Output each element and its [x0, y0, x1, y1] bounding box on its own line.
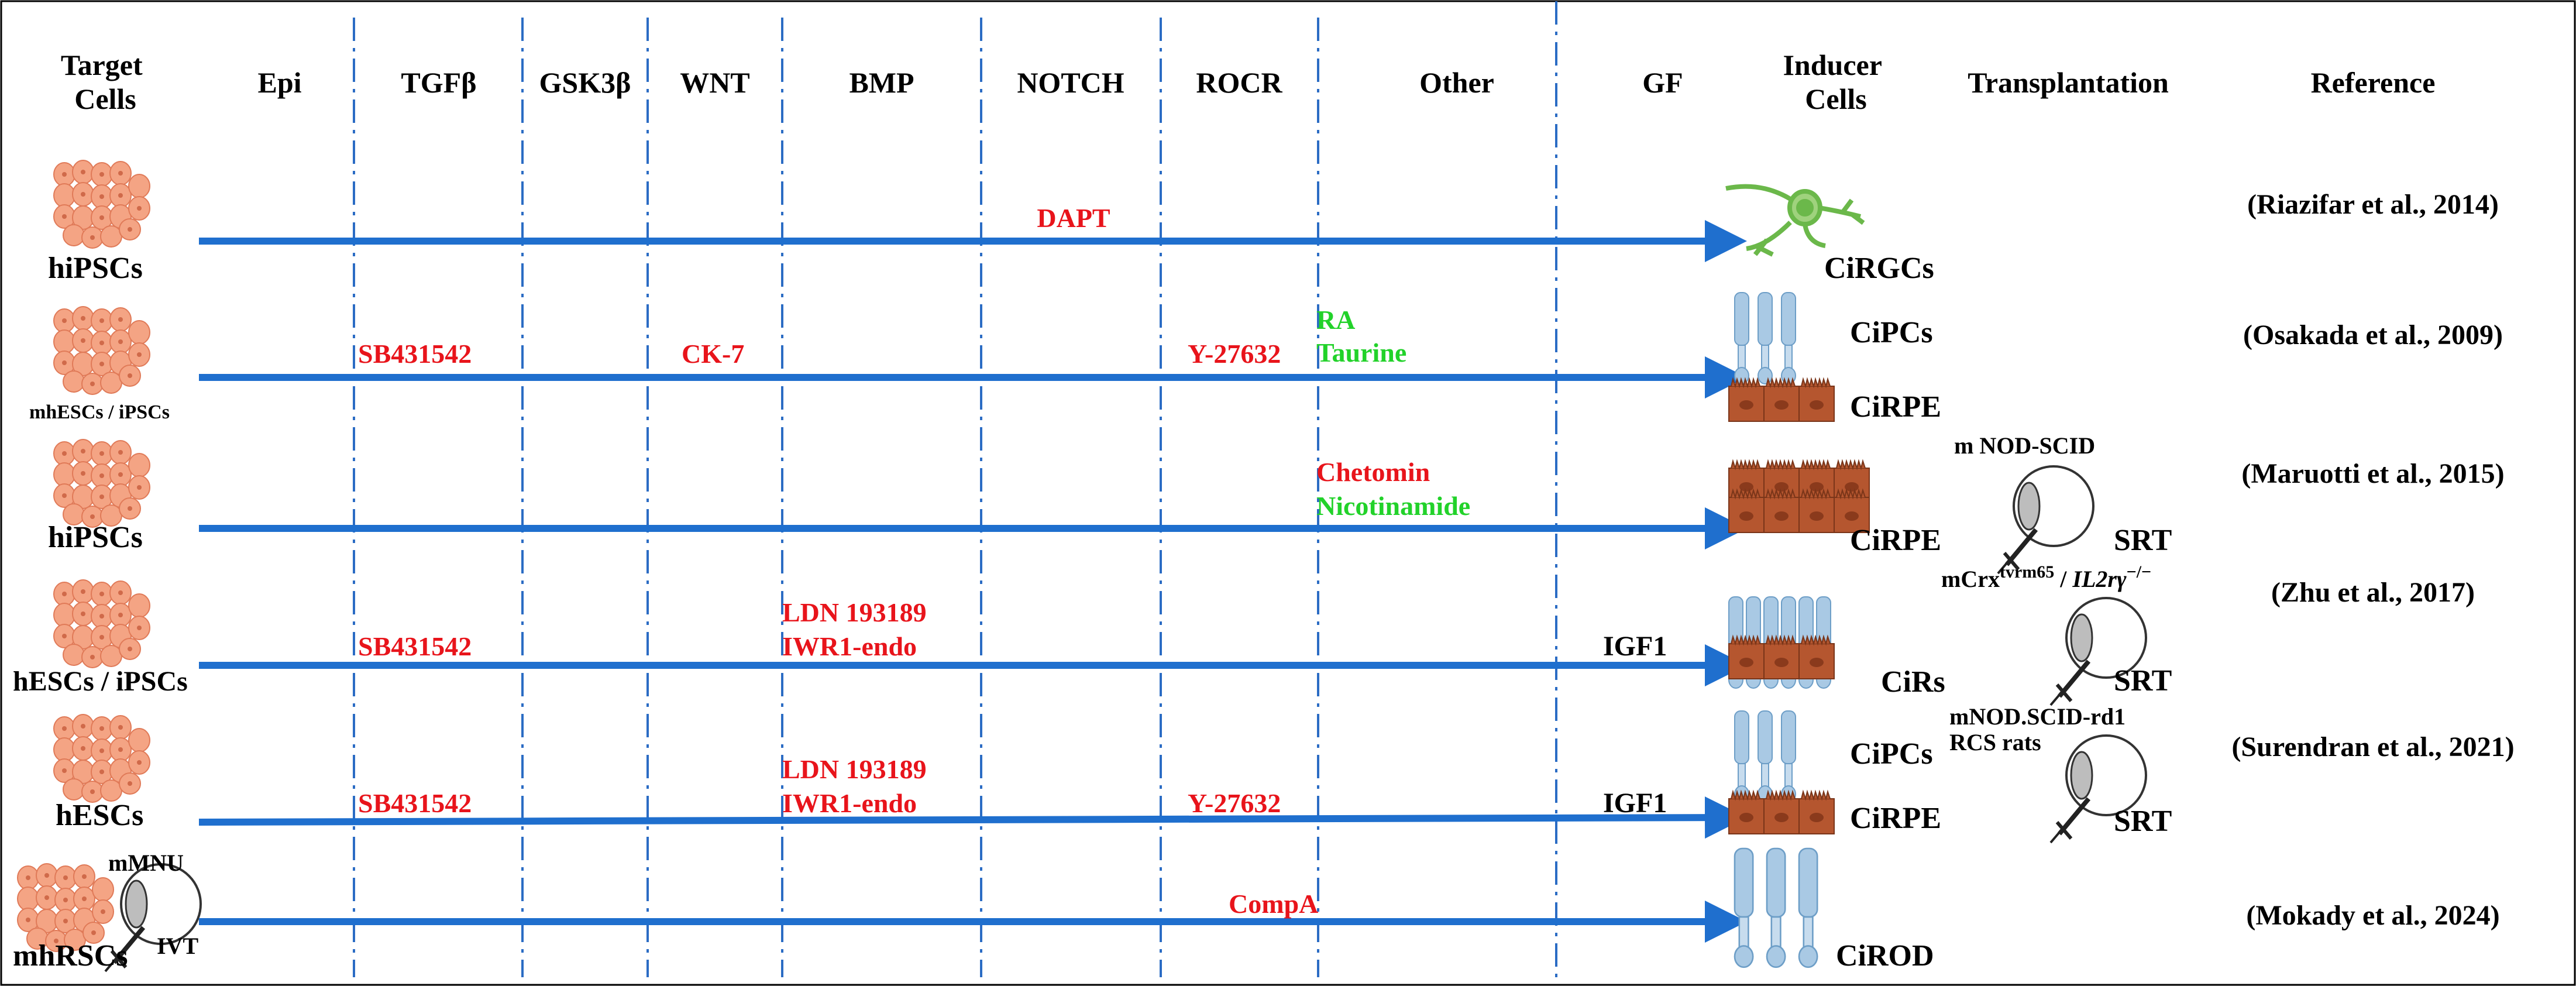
header-target-cells-2: Cells — [74, 83, 136, 115]
rpe-icon — [1728, 379, 1835, 422]
row-4-model-sup2: −/− — [2127, 562, 2152, 582]
header-bmp: BMP — [849, 66, 914, 99]
header-transplantation: Transplantation — [1968, 66, 2169, 99]
stem-cell-cluster-icon — [53, 306, 150, 395]
row-1-reference: (Riazifar et al., 2014) — [2247, 189, 2499, 220]
row-1: hiPSCs DAPT CiRGCs (Riazifar et al., 201… — [48, 160, 2499, 285]
row-4-transplant-model: mCrxtvrm65 / IL2rγ−/− — [1941, 562, 2151, 592]
header-inducer-cells-2: Cells — [1805, 83, 1867, 115]
row-6-source-model: mMNU — [108, 850, 184, 876]
row-3-output: CiRPE — [1850, 524, 1941, 557]
row-4: hESCs / iPSCs SB431542 LDN 193189 IWR1-e… — [13, 562, 2475, 705]
row-3-source: hiPSCs — [48, 521, 143, 554]
row-6-source-route: IVT — [157, 933, 198, 959]
row-5-bmp-reagent-1: LDN 193189 — [782, 754, 927, 784]
header-row: Target Cells Epi TGFβ GSK3β WNT BMP NOTC… — [61, 49, 2436, 115]
header-epi: Epi — [257, 66, 301, 99]
row-3-reference: (Maruotti et al., 2015) — [2241, 458, 2504, 489]
row-2-wnt-reagent: CK-7 — [682, 339, 744, 369]
row-6-output: CiROD — [1836, 939, 1934, 973]
header-target-cells: Target Cells — [61, 49, 150, 115]
row-5-tgfb-reagent: SB431542 — [358, 788, 472, 818]
column-dividers — [353, 1, 1557, 977]
retina-icon — [1728, 596, 1835, 689]
eye-syringe-icon — [1998, 466, 2093, 573]
row-3-other-reagent-2: Nicotinamide — [1316, 491, 1470, 521]
row-5-source: hESCs — [56, 799, 143, 832]
row-3-transplant-model: m NOD-SCID — [1954, 432, 2095, 459]
header-target-cells-1: Target — [61, 49, 143, 81]
stem-cell-cluster-icon — [53, 439, 150, 528]
header-inducer-cells-1: Inducer — [1783, 49, 1882, 81]
row-4-model-gene: IL2rγ — [2072, 566, 2127, 592]
row-4-reference: (Zhu et al., 2017) — [2271, 577, 2475, 608]
row-6-source: mhRSCs — [13, 939, 128, 973]
stem-cell-cluster-icon — [53, 160, 150, 249]
row-5-transplant-route: SRT — [2114, 805, 2172, 838]
row-4-bmp-reagent-2: IWR1-endo — [782, 631, 917, 661]
rgc-icon — [1725, 184, 1865, 257]
photoreceptor-icon — [1734, 710, 1796, 803]
rod-icon — [1734, 847, 1818, 968]
row-4-output: CiRs — [1881, 665, 1945, 699]
header-other: Other — [1419, 66, 1494, 99]
row-4-bmp-reagent-1: LDN 193189 — [782, 597, 927, 627]
header-gsk3b: GSK3β — [539, 66, 631, 99]
row-2-other-reagent-2: Taurine — [1316, 338, 1406, 367]
header-tgfb: TGFβ — [401, 66, 476, 99]
row-4-model-prefix: mCrx — [1941, 566, 2000, 592]
row-2-tgfb-reagent: SB431542 — [358, 339, 472, 369]
photoreceptor-icon — [1734, 292, 1796, 384]
row-6-rocr-reagent: CompA — [1229, 889, 1318, 919]
row-2-reference: (Osakada et al., 2009) — [2243, 319, 2503, 351]
row-6: mMNU IVT mhRSCs CompA CiROD (Mokady et a… — [13, 847, 2500, 973]
row-5: hESCs SB431542 LDN 193189 IWR1-endo Y-27… — [53, 703, 2515, 843]
row-5-reference: (Surendran et al., 2021) — [2231, 731, 2514, 762]
rpe-icon — [1728, 791, 1835, 834]
row-2: mhESCs / iPSCs SB431542 CK-7 Y-27632 RA … — [29, 292, 2503, 424]
row-3-other-reagent-1: Chetomin — [1316, 457, 1430, 487]
row-2-source: mhESCs / iPSCs — [29, 401, 170, 423]
header-gf: GF — [1642, 66, 1683, 99]
row-6-reference: (Mokady et al., 2024) — [2246, 900, 2499, 931]
stem-cell-cluster-icon — [53, 714, 150, 803]
row-3: hiPSCs Chetomin Nicotinamide CiRPE m NOD… — [48, 432, 2505, 573]
header-rocr: ROCR — [1196, 66, 1282, 99]
row-2-output-1: CiPCs — [1850, 316, 1933, 349]
row-5-arrow — [198, 796, 1747, 839]
rpe-icon — [1728, 461, 1870, 533]
row-5-transplant-model-1: mNOD.SCID-rd1 — [1949, 703, 2126, 730]
row-4-model-mid: / — [2054, 566, 2072, 592]
row-4-model-sup1: tvrm65 — [2000, 562, 2054, 582]
row-2-rocr-reagent: Y-27632 — [1188, 339, 1281, 369]
row-1-source: hiPSCs — [48, 252, 143, 285]
stem-cell-cluster-icon — [53, 579, 150, 668]
row-1-notch-reagent: DAPT — [1037, 203, 1110, 233]
header-wnt: WNT — [680, 66, 749, 99]
row-4-tgfb-reagent: SB431542 — [358, 631, 472, 661]
row-4-gf-reagent: IGF1 — [1603, 631, 1667, 662]
header-reference: Reference — [2311, 66, 2436, 99]
row-5-transplant-model-2: RCS rats — [1949, 729, 2041, 755]
row-2-other-reagent-1: RA — [1316, 305, 1355, 335]
header-notch: NOTCH — [1017, 66, 1124, 99]
row-5-output-2: CiRPE — [1850, 802, 1941, 835]
stem-cell-cluster-icon — [17, 863, 114, 952]
row-3-transplant-route: SRT — [2114, 524, 2172, 557]
row-5-bmp-reagent-2: IWR1-endo — [782, 788, 917, 818]
row-4-source: hESCs / iPSCs — [13, 666, 188, 697]
row-2-output-2: CiRPE — [1850, 390, 1941, 424]
row-5-gf-reagent: IGF1 — [1603, 788, 1667, 819]
row-5-rocr-reagent: Y-27632 — [1188, 788, 1281, 818]
row-1-output: CiRGCs — [1824, 252, 1934, 285]
row-5-output-1: CiPCs — [1850, 737, 1933, 771]
header-inducer-cells: Inducer Cells — [1783, 49, 1889, 115]
row-4-transplant-route: SRT — [2114, 664, 2172, 698]
